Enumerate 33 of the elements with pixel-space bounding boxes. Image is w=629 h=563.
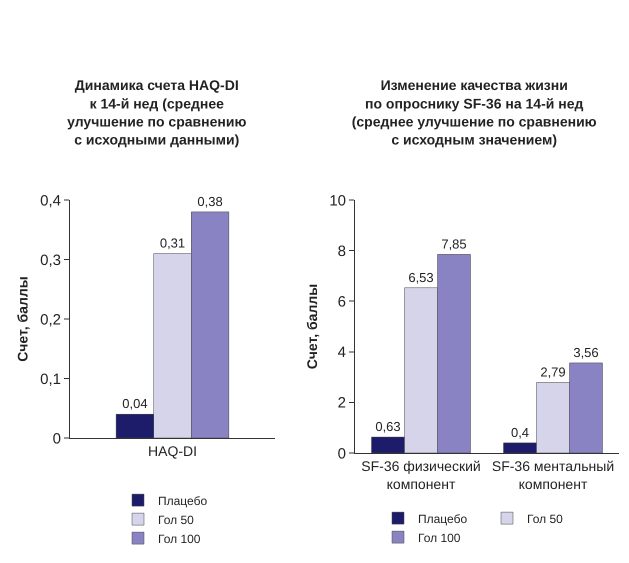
y-tick-label: 0,1 [40, 370, 61, 388]
x-tick-label: SF-36 ментальный компонент [492, 458, 614, 492]
data-label: 0,4 [510, 424, 530, 440]
y-tick-label: 10 [329, 192, 346, 210]
x-tick-label: HAQ-DI [148, 442, 197, 459]
data-label: 7,85 [441, 236, 467, 252]
data-label: 2,79 [540, 364, 566, 380]
data-label: 3,56 [573, 344, 599, 360]
y-tick-label: 0 [338, 445, 346, 462]
y-axis-title: Счет, баллы [304, 284, 320, 370]
y-tick-label: 4 [338, 344, 346, 362]
y-axis-title: Счет, баллы [14, 276, 31, 362]
legend-label: Гол 100 [158, 532, 201, 546]
y-tick-label: 0,3 [40, 252, 61, 269]
data-label: 0,04 [122, 396, 148, 412]
data-label: 0,38 [197, 194, 223, 209]
x-tick-label: SF-36 физический компонент [361, 458, 481, 492]
legend-label: Гол 100 [418, 530, 461, 545]
y-tick-label: 6 [338, 293, 346, 310]
y-tick-label: 2 [338, 394, 346, 412]
legend-label: Гол 50 [527, 512, 564, 526]
legend-label: Плацебо [158, 494, 208, 508]
data-label: 0,63 [375, 419, 401, 434]
chart-title: Изменение качества жизни по опроснику SF-36 на 14-й нед (среднее улучшение по сравнению с исходным значением) [352, 77, 597, 148]
data-label: 6,53 [408, 270, 434, 285]
y-tick-label: 0 [52, 430, 61, 448]
data-label: 0,31 [160, 236, 186, 251]
chart-title: Динамика счета HAQ-DI к 14-й нед (среднее улучшение по сравнению с исходными данными) [67, 77, 246, 148]
legend-label: Гол 50 [158, 512, 194, 527]
y-tick-label: 0,4 [40, 192, 61, 210]
legend-label: Плацебо [418, 512, 468, 526]
y-tick-label: 8 [338, 242, 346, 260]
y-tick-label: 0,2 [40, 311, 61, 328]
